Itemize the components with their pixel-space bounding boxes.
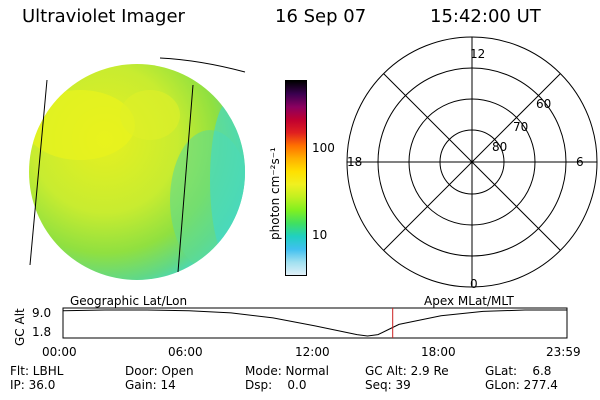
info-seq: Seq: 39 [365, 378, 411, 392]
colorbar-tick-10: 10 [312, 228, 328, 242]
alt-ytick-9: 9.0 [32, 306, 52, 320]
date-label: 16 Sep 07 [275, 6, 367, 27]
info-gain: Gain: 14 [125, 378, 176, 392]
label-apex: Apex MLat/MLT [424, 294, 514, 308]
info-col5: GLat: 6.8 GLon: 277.4 [485, 364, 558, 392]
alt-xtick-2: 12:00 [295, 345, 330, 359]
info-ip: IP: 36.0 [10, 378, 56, 392]
time-label: 15:42:00 UT [430, 6, 541, 27]
label-geographic: Geographic Lat/Lon [70, 294, 188, 308]
alt-xtick-1: 06:00 [168, 345, 203, 359]
info-col4: GC Alt: 2.9 Re Seq: 39 [365, 364, 449, 392]
mlt-label-12: 12 [470, 47, 486, 61]
lat-label-70: 70 [513, 120, 529, 134]
lon-line [29, 79, 48, 266]
info-mode: Mode: Normal [245, 364, 329, 378]
mlt-label-0: 0 [470, 277, 478, 291]
info-glon: GLon: 277.4 [485, 378, 558, 392]
info-glat: GLat: 6.8 [485, 364, 552, 378]
info-gc-alt: GC Alt: 2.9 Re [365, 364, 449, 378]
info-col3: Mode: Normal Dsp: 0.0 [245, 364, 329, 392]
lat-label-80: 80 [492, 140, 508, 154]
polar-axis-diagonal [383, 73, 561, 251]
alt-xtick-0: 00:00 [42, 345, 77, 359]
info-filter: Flt: LBHL [10, 364, 64, 378]
lon-line [177, 84, 194, 273]
instrument-title: Ultraviolet Imager [22, 6, 185, 27]
uv-yellow-patch [29, 90, 135, 160]
info-door: Door: Open [125, 364, 194, 378]
alt-xtick-4: 23:59 [546, 345, 581, 359]
info-col1: Flt: LBHL IP: 36.0 [10, 364, 63, 392]
lat-line [159, 57, 246, 73]
alt-frame [62, 307, 568, 339]
info-col2: Door: Open Gain: 14 [125, 364, 194, 392]
alt-xtick-3: 18:00 [421, 345, 456, 359]
uv-yellow-patch [120, 90, 180, 140]
mlt-label-6: 6 [576, 155, 584, 169]
colorbar-tick-100: 100 [312, 141, 335, 155]
colorbar [285, 80, 307, 276]
mlt-label-18: 18 [347, 155, 363, 169]
info-dsp: Dsp: 0.0 [245, 378, 307, 392]
lat-label-60: 60 [536, 97, 552, 111]
alt-series-line [62, 309, 567, 337]
alt-ytick-1.8: 1.8 [32, 325, 52, 339]
